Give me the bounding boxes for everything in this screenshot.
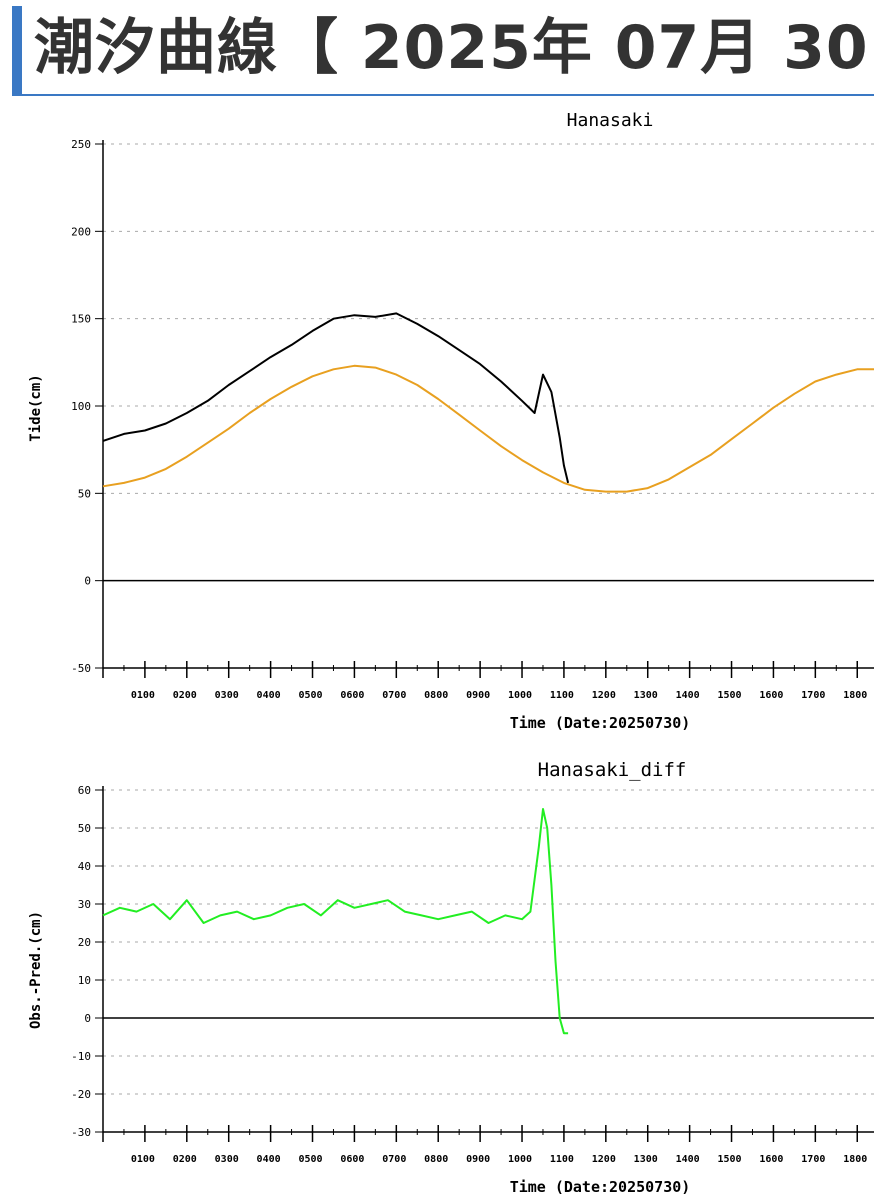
y-tick-label: 100 — [71, 400, 91, 413]
x-tick-label: 1600 — [759, 1154, 783, 1165]
x-tick-label: 1700 — [801, 690, 825, 701]
x-axis-label: Time (Date:20250730) — [510, 714, 691, 732]
y-axis-label: Obs.-Pred.(cm) — [28, 911, 44, 1029]
chart-title: Hanasaki — [567, 110, 654, 131]
x-tick-label: 1000 — [508, 1154, 532, 1165]
header-underline — [12, 94, 874, 96]
y-tick-label: -50 — [71, 662, 91, 675]
x-tick-label: 0800 — [424, 1154, 448, 1165]
series-line-1 — [102, 808, 569, 1035]
x-tick-label: 0900 — [466, 690, 490, 701]
page-title: 潮汐曲線【 2025年 07月 30日 】 — [34, 13, 874, 83]
y-tick-label: 150 — [71, 313, 91, 326]
y-tick-label: 60 — [78, 784, 91, 797]
x-tick-label: 0700 — [382, 690, 406, 701]
x-tick-label: 0600 — [340, 1154, 364, 1165]
x-tick-label: 1400 — [676, 690, 700, 701]
x-tick-label: 1100 — [550, 1154, 574, 1165]
x-tick-label: 0100 — [131, 690, 155, 701]
x-tick-label: 1400 — [676, 1154, 700, 1165]
header-accent-bar — [12, 6, 22, 94]
series-line-1 — [102, 312, 570, 484]
y-tick-label: 50 — [78, 487, 91, 500]
y-axis-label: Tide(cm) — [28, 374, 44, 441]
x-tick-label: 1800 — [843, 1154, 867, 1165]
x-tick-label: 1100 — [550, 690, 574, 701]
x-tick-label: 1800 — [843, 690, 867, 701]
x-tick-label: 0100 — [131, 1154, 155, 1165]
series-line-2 — [102, 364, 874, 493]
x-axis-label: Time (Date:20250730) — [510, 1178, 691, 1196]
y-tick-label: 30 — [78, 898, 91, 911]
x-tick-label: 0400 — [257, 1154, 281, 1165]
x-tick-label: 0700 — [382, 1154, 406, 1165]
x-tick-label: 0200 — [173, 690, 197, 701]
x-tick-label: 1300 — [634, 1154, 658, 1165]
y-tick-label: 0 — [84, 1012, 91, 1025]
x-tick-label: 1500 — [717, 690, 741, 701]
y-tick-label: -20 — [71, 1088, 91, 1101]
y-tick-label: 250 — [71, 138, 91, 151]
x-tick-label: 1300 — [634, 690, 658, 701]
x-tick-label: 1600 — [759, 690, 783, 701]
x-tick-label: 0300 — [215, 1154, 239, 1165]
x-tick-label: 1700 — [801, 1154, 825, 1165]
x-tick-label: 0200 — [173, 1154, 197, 1165]
x-tick-label: 0300 — [215, 690, 239, 701]
x-tick-label: 0500 — [298, 1154, 322, 1165]
chart-title: Hanasaki_diff — [538, 759, 687, 781]
x-tick-label: 0800 — [424, 690, 448, 701]
x-tick-label: 0400 — [257, 690, 281, 701]
y-tick-label: 10 — [78, 974, 91, 987]
x-tick-label: 0900 — [466, 1154, 490, 1165]
x-tick-label: 1500 — [717, 1154, 741, 1165]
y-tick-label: 20 — [78, 936, 91, 949]
x-tick-label: 1200 — [592, 1154, 616, 1165]
y-tick-label: 50 — [78, 822, 91, 835]
x-tick-label: 1000 — [508, 690, 532, 701]
y-tick-label: 0 — [84, 575, 91, 588]
tide-chart: Hanasaki -50 0 50 100 150 200 250 0100 0200 0300 04… — [28, 110, 874, 732]
x-tick-label: 0600 — [340, 690, 364, 701]
y-tick-label: 40 — [78, 860, 91, 873]
page-header: 潮汐曲線【 2025年 07月 30日 】 — [0, 0, 874, 96]
x-tick-label: 0500 — [298, 690, 322, 701]
diff-chart: Hanasaki_diff -30 -20 -10 0 10 20 30 40 50 60 0100 0… — [28, 759, 874, 1196]
y-tick-label: -10 — [71, 1050, 91, 1063]
y-tick-label: -30 — [71, 1126, 91, 1139]
x-tick-label: 1200 — [592, 690, 616, 701]
y-tick-label: 200 — [71, 225, 91, 238]
